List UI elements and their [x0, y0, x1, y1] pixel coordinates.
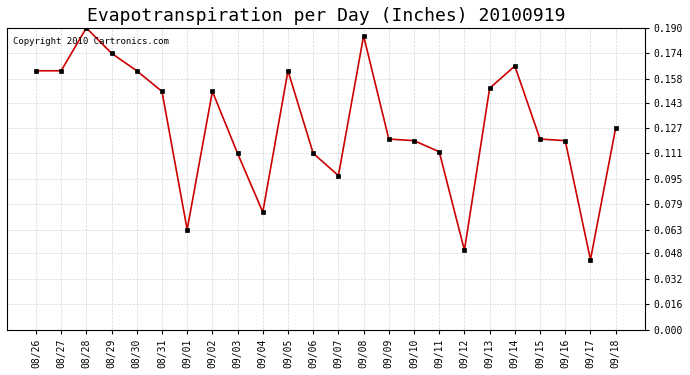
Text: Copyright 2010 Cartronics.com: Copyright 2010 Cartronics.com [13, 37, 169, 46]
Title: Evapotranspiration per Day (Inches) 20100919: Evapotranspiration per Day (Inches) 2010… [86, 7, 565, 25]
